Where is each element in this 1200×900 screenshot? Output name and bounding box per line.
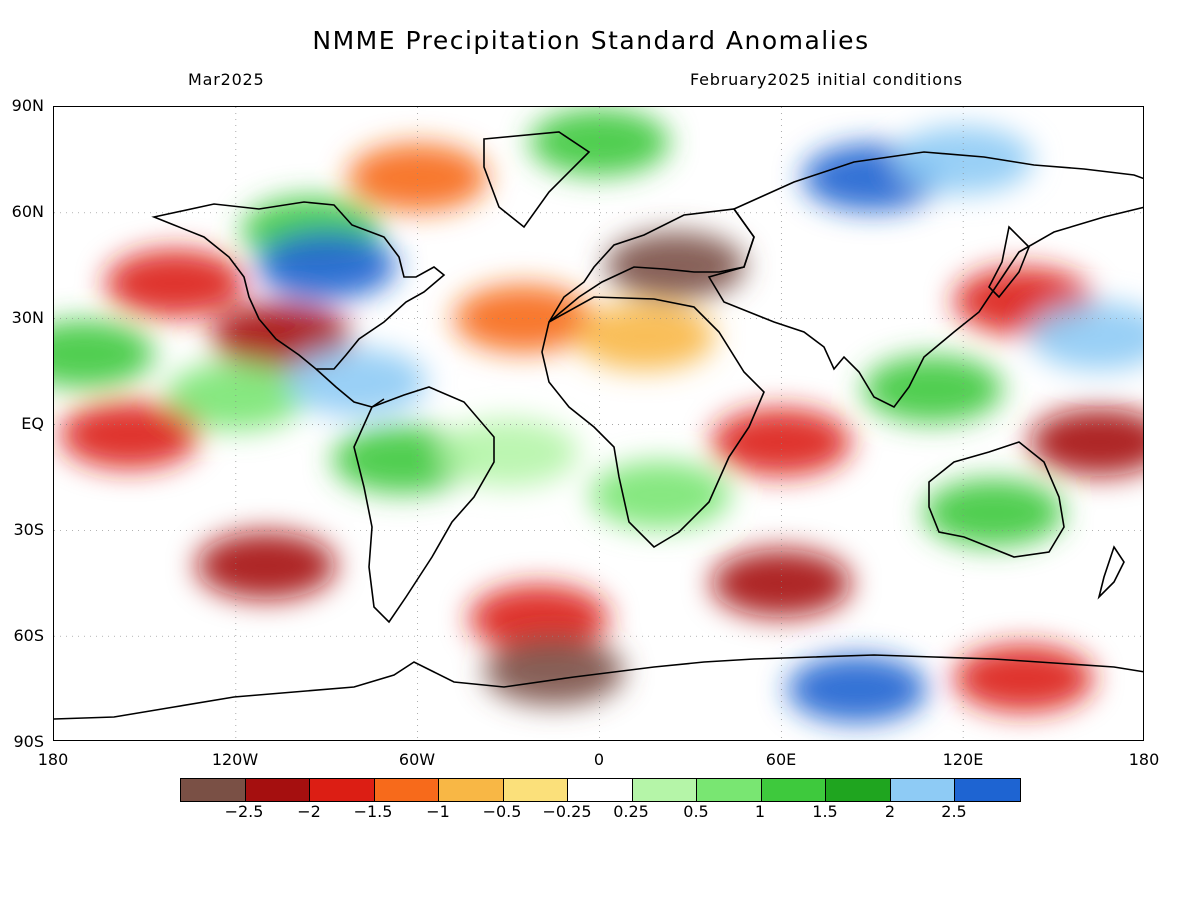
anomaly-blob <box>256 231 397 300</box>
anomaly-blob <box>574 302 715 371</box>
lon-label-60e: 60E <box>765 750 797 769</box>
anomaly-blob <box>711 408 852 477</box>
legend-label: −2.5 <box>224 802 264 821</box>
lat-label-eq: EQ <box>21 414 44 433</box>
coastline-north-america <box>151 201 446 370</box>
legend-label: 2 <box>884 802 896 821</box>
legend-swatch <box>826 779 891 801</box>
anomaly-blob <box>1029 408 1143 477</box>
lat-label-30n: 30N <box>11 308 44 327</box>
lon-label-60w: 60W <box>398 750 436 769</box>
legend-swatch <box>245 779 310 801</box>
legend-label: −1.5 <box>353 802 393 821</box>
legend-swatch <box>761 779 826 801</box>
anomaly-blob <box>332 425 473 494</box>
anomaly-blob <box>605 231 746 300</box>
legend-swatch <box>568 779 633 801</box>
anomaly-blob <box>211 302 352 371</box>
anomaly-blob <box>953 644 1094 713</box>
anomaly-blob <box>923 478 1064 547</box>
lat-label-60n: 60N <box>11 202 44 221</box>
anomaly-blob <box>196 531 337 600</box>
legend-label: 0.5 <box>683 802 709 821</box>
legend-swatch <box>890 779 955 801</box>
anomaly-blob <box>347 143 488 212</box>
legend-label: 1 <box>754 802 766 821</box>
coastline-antarctica <box>54 654 1143 720</box>
anomaly-blob <box>893 125 1034 194</box>
initial-conditions: February2025 initial conditions <box>690 70 963 89</box>
anomaly-blob <box>468 584 609 653</box>
coastline-asia <box>707 151 1143 409</box>
target-month: Mar2025 <box>188 70 265 89</box>
anomaly-blob <box>711 549 852 618</box>
anomaly-blob <box>484 637 625 706</box>
anomaly-blob <box>787 655 928 724</box>
coastline-central-america <box>315 368 385 408</box>
lat-label-90n: 90N <box>11 96 44 115</box>
coastline-south-america <box>353 386 495 624</box>
lon-label-120w: 120W <box>211 750 259 769</box>
legend-label: 2.5 <box>941 802 967 821</box>
legend-swatch <box>503 779 568 801</box>
lat-label-30s: 30S <box>13 520 44 539</box>
lat-label-90s: 90S <box>13 732 44 751</box>
anomaly-blob <box>862 355 1003 424</box>
legend-swatch <box>181 779 246 801</box>
anomaly-blob <box>59 401 200 470</box>
legend-swatch <box>632 779 697 801</box>
lon-label-180w: 180 <box>37 750 69 769</box>
anomaly-blob <box>590 461 731 530</box>
legend-swatch <box>697 779 762 801</box>
lat-label-60s: 60S <box>13 626 44 645</box>
coastline-africa <box>541 296 765 549</box>
anomaly-map-canvas <box>54 107 1143 740</box>
map-title: NMME Precipitation Standard Anomalies <box>312 26 870 55</box>
legend-label: −0.25 <box>542 802 592 821</box>
anomaly-map <box>53 106 1144 741</box>
coastline-japan <box>988 225 1030 299</box>
coastline-new-zealand <box>1097 545 1125 600</box>
legend-label: −0.5 <box>482 802 522 821</box>
legend-swatch <box>310 779 375 801</box>
legend-swatch <box>374 779 439 801</box>
color-legend <box>180 778 1021 802</box>
anomaly-blob <box>453 284 594 353</box>
legend-label: −2 <box>297 802 321 821</box>
lon-label-0: 0 <box>593 750 605 769</box>
legend-label: 0.25 <box>613 802 649 821</box>
legend-label: −1 <box>426 802 450 821</box>
legend-label: 1.5 <box>812 802 838 821</box>
anomaly-field <box>54 108 1143 724</box>
anomaly-blob <box>1029 302 1143 371</box>
lon-label-180e: 180 <box>1128 750 1160 769</box>
anomaly-blob <box>54 319 155 388</box>
coastlines <box>54 131 1143 720</box>
anomaly-blob <box>529 108 670 177</box>
legend-swatch <box>955 779 1020 801</box>
anomaly-blob <box>105 249 246 318</box>
lon-label-120e: 120E <box>942 750 984 769</box>
anomaly-blob <box>165 362 306 431</box>
anomaly-blob <box>287 348 428 417</box>
coastline-australia <box>928 441 1065 558</box>
coastline-greenland <box>483 131 591 229</box>
anomaly-blob <box>438 418 579 487</box>
legend-swatch <box>439 779 504 801</box>
